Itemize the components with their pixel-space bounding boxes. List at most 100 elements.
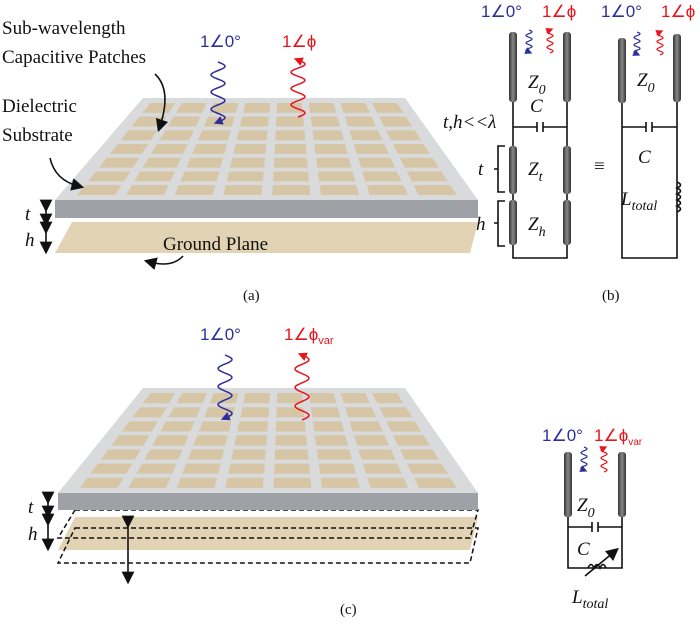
capacitive-patch [142, 102, 176, 113]
capacitive-patch [180, 171, 220, 182]
reflected-wave-label: 1∠ϕ [282, 32, 316, 51]
capacitive-patch [225, 477, 264, 488]
capacitive-patch [174, 185, 216, 196]
capacitive-patch [159, 130, 194, 141]
capacitive-patch [142, 157, 182, 168]
capacitive-patch [317, 171, 356, 182]
substrate-side-c [58, 493, 478, 510]
capacitive-patch [132, 407, 167, 418]
capacitor-icon [645, 122, 653, 132]
capacitive-patch [319, 185, 360, 196]
c-circuit-incident-label: 1∠0° [542, 426, 583, 445]
capacitive-patch [400, 449, 439, 460]
capacitive-patch [120, 130, 158, 141]
panel-c: t h 1∠0° 1∠ϕvar 1∠0° 1∠ϕvar Z0 C Ltotal … [28, 325, 643, 618]
capacitive-patch [320, 477, 360, 488]
capacitive-patch [406, 171, 448, 182]
capacitive-patch [367, 477, 409, 488]
capacitive-patch [125, 185, 169, 196]
capacitive-patch [275, 116, 305, 127]
capacitive-patch [209, 393, 239, 404]
transmission-line-rod [673, 34, 681, 102]
capacitive-patch [275, 435, 308, 446]
b-reflected-wave-icon [545, 28, 554, 54]
tuning-arrow [584, 547, 619, 577]
h-bracket [494, 200, 505, 247]
panel-a: Sub-wavelength Capacitive Patches Dielec… [2, 18, 478, 304]
patch-array-c [79, 393, 457, 488]
c-l-total-label: Ltotal [571, 587, 608, 612]
capacitive-patch [186, 157, 224, 168]
capacitive-patch [413, 477, 457, 488]
capacitive-patch [308, 393, 337, 404]
t-bracket-label: t [478, 159, 484, 180]
capacitive-patch [310, 407, 341, 418]
c-incident-label: 1∠0° [200, 325, 241, 344]
c-circuit-incident-wave-icon [579, 446, 588, 472]
capacitive-patch [192, 144, 227, 154]
capacitive-patch [160, 421, 195, 432]
transmission-line-rod [563, 32, 571, 102]
c-circuit-reflected-label: 1∠ϕvar [594, 426, 643, 448]
transmission-line-rod [563, 146, 571, 194]
c-incident-wave-icon [217, 354, 233, 421]
capacitive-patch [187, 449, 225, 460]
b-incident-label: 1∠0° [481, 2, 522, 21]
label-ground-plane: Ground Plane [163, 234, 268, 255]
capacitive-patch [237, 421, 269, 432]
capacitor-icon [591, 522, 599, 532]
capacitive-patch [362, 463, 402, 474]
capacitive-patch [362, 171, 402, 182]
capacitive-patch [357, 157, 396, 168]
capacitive-patch [152, 435, 189, 446]
capacitive-patch [276, 102, 303, 113]
capacitive-patch [316, 157, 352, 168]
capacitive-patch [349, 130, 383, 141]
h-bracket-label: h [476, 214, 486, 235]
circuit-wire [621, 100, 678, 259]
capacitive-patch [312, 421, 345, 432]
capacitive-patch [197, 130, 231, 141]
capacitive-patch [379, 116, 413, 127]
ground-plane-lower-dashed [56, 527, 479, 564]
b-incident-label-2: 1∠0° [601, 2, 642, 21]
capacitive-patch [128, 477, 171, 488]
capacitive-patch [349, 421, 383, 432]
capacitive-patch [167, 116, 201, 127]
capacitive-patch [231, 449, 266, 460]
capacitive-patch [386, 130, 422, 141]
capacitive-patch [121, 421, 159, 432]
label-substrate-line1: Dielectric [2, 96, 77, 117]
capacitive-patch [314, 144, 348, 154]
capacitive-patch [353, 435, 390, 446]
capacitive-patch [228, 463, 265, 474]
capacitive-patch [276, 407, 305, 418]
capacitive-patch [142, 393, 176, 404]
capacitive-patch [275, 421, 306, 432]
capacitive-patch [240, 407, 270, 418]
capacitive-patch [100, 449, 141, 460]
capacitive-patch [193, 435, 228, 446]
capacitive-patch [372, 102, 404, 113]
capacitive-patch [150, 144, 188, 154]
capacitive-patch [393, 435, 431, 446]
capacitive-patch [234, 435, 267, 446]
label-h: h [25, 230, 35, 251]
capacitive-patch [312, 130, 344, 141]
capacitive-patch [229, 157, 265, 168]
transmission-line-rod [563, 200, 571, 245]
capacitor-icon [536, 122, 544, 132]
z0-label: Z0 [528, 72, 546, 98]
b-incident-wave-icon [524, 29, 533, 54]
capacitive-patch [109, 144, 149, 154]
capacitive-patch [340, 102, 370, 113]
c-label: C [530, 96, 543, 117]
zt-label: Zt [528, 159, 544, 185]
capacitive-patch [226, 171, 264, 182]
capacitive-patch [134, 171, 175, 182]
c-label-2: C [638, 147, 651, 168]
label-substrate-line2: Substrate [2, 125, 73, 146]
capacitive-patch [372, 393, 404, 404]
panel-b: 1∠0° 1∠ϕ 1∠0° 1∠ϕ t,h<<λ Z0 C Zt Zh t h … [443, 2, 695, 304]
